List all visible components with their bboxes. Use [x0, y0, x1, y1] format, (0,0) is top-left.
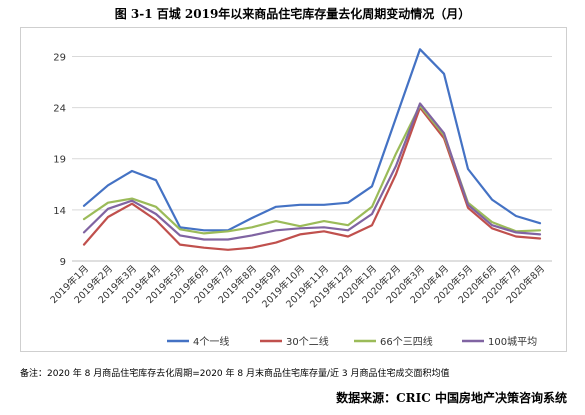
chart-note: 备注：2020 年 8 月商品住宅库存去化周期=2020 年 8 月末商品住宅库…	[20, 369, 450, 379]
legend-label: 30个二线	[286, 335, 329, 348]
series-line-4	[82, 102, 542, 241]
chart-frame	[20, 27, 567, 352]
y-tick-label: 9	[60, 257, 66, 268]
y-tick-label: 14	[53, 206, 66, 217]
chart-title: 图 3-1 百城 2019年以来商品住宅库存量去化周期变动情况（月）	[114, 7, 471, 21]
data-source: 数据来源：CRIC 中国房地产决策咨询系统	[336, 391, 567, 405]
y-tick-label: 24	[53, 104, 66, 115]
series-line-1	[82, 48, 542, 232]
y-tick-label: 29	[53, 52, 66, 63]
legend-label: 4个一线	[193, 335, 229, 348]
series-line-3	[82, 104, 542, 235]
legend-label: 66个三四线	[380, 335, 433, 348]
y-tick-label: 19	[53, 155, 66, 166]
legend-label: 100城平均	[488, 336, 537, 348]
